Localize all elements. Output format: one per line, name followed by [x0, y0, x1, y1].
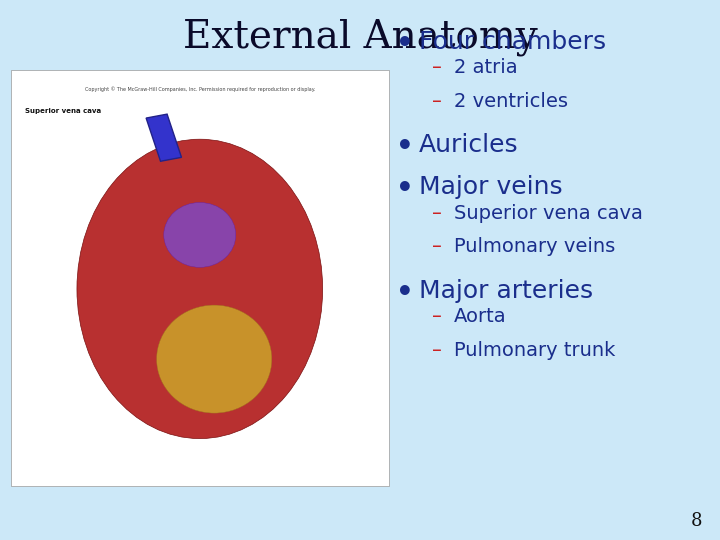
Text: •: • [396, 279, 414, 307]
Text: Major arteries: Major arteries [419, 279, 593, 302]
Text: Superior vena cava: Superior vena cava [454, 204, 642, 222]
Text: –: – [432, 307, 442, 326]
Text: Copyright © The McGraw-Hill Companies, Inc. Permission required for reproduction: Copyright © The McGraw-Hill Companies, I… [85, 86, 315, 92]
FancyArrow shape [146, 114, 181, 161]
Text: 2 atria: 2 atria [454, 58, 517, 77]
Text: •: • [396, 133, 414, 161]
Text: Four chambers: Four chambers [419, 30, 606, 53]
Text: Superior vena cava: Superior vena cava [25, 108, 102, 114]
Text: –: – [432, 92, 442, 111]
Text: Major veins: Major veins [419, 175, 562, 199]
Text: •: • [396, 175, 414, 203]
Ellipse shape [157, 305, 272, 413]
Text: –: – [432, 204, 442, 222]
Text: –: – [432, 341, 442, 360]
Text: Pulmonary veins: Pulmonary veins [454, 237, 615, 256]
Text: 2 ventricles: 2 ventricles [454, 92, 567, 111]
FancyBboxPatch shape [11, 70, 389, 486]
Text: Pulmonary trunk: Pulmonary trunk [454, 341, 615, 360]
Ellipse shape [77, 139, 323, 438]
Ellipse shape [164, 202, 236, 267]
Text: Auricles: Auricles [419, 133, 518, 157]
Text: –: – [432, 237, 442, 256]
Text: External Anatomy: External Anatomy [183, 19, 537, 56]
Text: 8: 8 [690, 512, 702, 530]
Text: •: • [396, 30, 414, 58]
Text: Aorta: Aorta [454, 307, 506, 326]
Text: –: – [432, 58, 442, 77]
